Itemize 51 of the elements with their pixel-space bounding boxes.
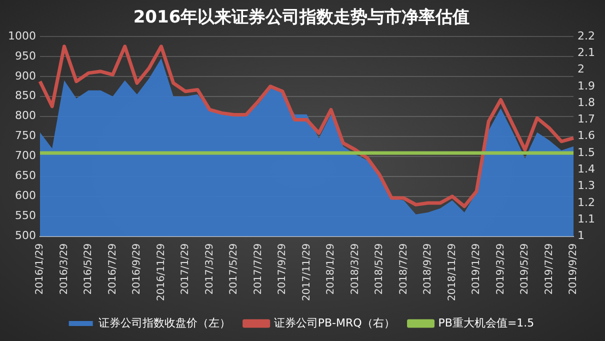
y2-tick-label: 1.3 — [578, 179, 596, 192]
x-tick-label: 2019/3/29 — [495, 243, 506, 295]
x-tick-label: 2019/1/29 — [471, 243, 482, 295]
x-tick-label: 2017/7/29 — [252, 243, 264, 295]
x-tick-label: 2017/1/29 — [180, 243, 192, 295]
x-tick-label: 2018/5/29 — [374, 243, 386, 295]
y2-tick-label: 2 — [578, 62, 585, 76]
legend-label: 证券公司指数收盘价（左） — [98, 316, 230, 330]
x-tick-label: 2016/5/29 — [83, 243, 94, 295]
y-tick-label: 800 — [14, 109, 36, 122]
x-tick-label: 2016/7/29 — [107, 243, 118, 295]
y2-tick-label: 2.1 — [578, 46, 596, 59]
y2-tick-label: 1.2 — [578, 196, 596, 209]
x-tick-label: 2018/7/29 — [398, 243, 410, 295]
chart-title: 2016年以来证券公司指数走势与市净率估值 — [133, 8, 470, 28]
x-tick-label: 2016/9/29 — [132, 243, 143, 295]
x-tick-label: 2017/3/29 — [204, 243, 216, 295]
x-tick-label: 2017/5/29 — [228, 243, 240, 295]
y-tick-label: 550 — [14, 209, 36, 222]
x-tick-label: 2019/5/29 — [520, 243, 531, 295]
y-tick-label: 650 — [14, 169, 36, 182]
y2-tick-label: 1.1 — [578, 212, 596, 226]
y-tick-label: 950 — [14, 49, 36, 62]
y2-tick-label: 1.7 — [578, 112, 596, 126]
x-tick-label: 2018/3/29 — [350, 243, 361, 295]
y2-tick-label: 1 — [578, 229, 585, 242]
y2-tick-label: 1.6 — [578, 129, 596, 142]
x-tick-label: 2016/1/29 — [34, 243, 46, 295]
y-tick-label: 500 — [14, 229, 36, 242]
y-tick-label: 1000 — [8, 29, 36, 42]
x-tick-label: 2016/3/29 — [58, 243, 70, 295]
y-tick-label: 700 — [14, 149, 36, 162]
x-tick-label: 2016/11/29 — [156, 243, 167, 302]
x-tick-label: 2017/9/29 — [277, 243, 288, 295]
y2-tick-label: 1.8 — [578, 96, 596, 109]
x-tick-label: 2018/11/29 — [446, 243, 458, 302]
y-tick-label: 600 — [14, 189, 36, 202]
y2-tick-label: 1.9 — [578, 79, 596, 92]
x-tick-label: 2019/7/29 — [544, 243, 555, 295]
y2-tick-label: 1.5 — [578, 146, 596, 159]
y2-tick-label: 2.2 — [578, 29, 596, 42]
y-tick-label: 750 — [14, 129, 36, 142]
y2-tick-label: 1.4 — [578, 162, 596, 176]
x-tick-label: 2018/9/29 — [422, 243, 434, 295]
y-tick-label: 850 — [14, 89, 36, 102]
x-tick-label: 2018/1/29 — [326, 243, 337, 295]
x-tick-label: 2017/11/29 — [301, 243, 312, 302]
y-tick-label: 900 — [14, 69, 36, 82]
x-tick-label: 2019/9/29 — [568, 243, 580, 295]
legend-label: 证券公司PB-MRQ（右） — [274, 316, 395, 330]
legend-label: PB重大机会值=1.5 — [438, 316, 534, 330]
